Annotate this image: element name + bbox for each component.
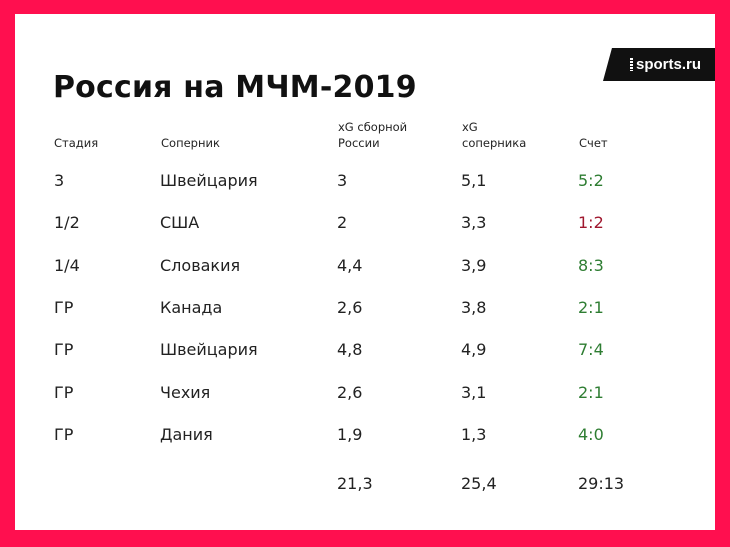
row-1-opponent: Швейцария xyxy=(160,171,258,190)
row-6-opponent: Чехия xyxy=(160,383,211,402)
row-5-xg-opponent: 4,9 xyxy=(461,340,487,359)
row-2-xg-opponent: 3,3 xyxy=(461,213,487,232)
row-4-opponent: Канада xyxy=(160,298,223,317)
row-5-opponent: Швейцария xyxy=(160,340,258,359)
row-2-xg-russia: 2 xyxy=(337,213,348,232)
row-6-stage: ГР xyxy=(54,383,74,402)
total-score: 29:13 xyxy=(578,474,625,493)
header-xg-opponent: xG соперника xyxy=(462,120,527,150)
row-6-xg-russia: 2,6 xyxy=(337,383,363,402)
logo-text: sports.ru xyxy=(635,56,701,73)
row-5-score: 7:4 xyxy=(578,340,604,359)
header-opponent: Соперник xyxy=(161,136,220,150)
row-1-score: 5:2 xyxy=(578,171,604,190)
row-5-stage: ГР xyxy=(54,340,74,359)
table-card: Россия на МЧМ-2019 sports.ru Стадия Сопе… xyxy=(15,14,715,530)
row-3-xg-opponent: 3,9 xyxy=(461,256,487,275)
row-4-stage: ГР xyxy=(54,298,74,317)
row-6-xg-opponent: 3,1 xyxy=(461,383,487,402)
header-score: Счет xyxy=(579,136,608,150)
row-3-xg-russia: 4,4 xyxy=(337,256,363,275)
row-3-score: 8:3 xyxy=(578,256,604,275)
sports-ru-logo: sports.ru xyxy=(603,48,715,81)
row-6-score: 2:1 xyxy=(578,383,604,402)
page-title: Россия на МЧМ-2019 xyxy=(53,70,417,105)
row-5-xg-russia: 4,8 xyxy=(337,340,363,359)
row-1-xg-russia: 3 xyxy=(337,171,348,190)
row-1-stage: 3 xyxy=(54,171,65,190)
row-2-stage: 1/2 xyxy=(54,213,80,232)
row-2-opponent: США xyxy=(160,213,200,232)
row-1-xg-opponent: 5,1 xyxy=(461,171,487,190)
row-7-score: 4:0 xyxy=(578,425,604,444)
row-4-xg-opponent: 3,8 xyxy=(461,298,487,317)
header-stage: Стадия xyxy=(54,136,99,150)
logo-bars-icon xyxy=(629,58,633,71)
total-xg-russia: 21,3 xyxy=(337,474,373,493)
total-xg-opponent: 25,4 xyxy=(461,474,497,493)
row-4-xg-russia: 2,6 xyxy=(337,298,363,317)
row-7-xg-russia: 1,9 xyxy=(337,425,363,444)
row-3-stage: 1/4 xyxy=(54,256,80,275)
row-2-score: 1:2 xyxy=(578,213,604,232)
header-xg-russia: xG сборной России xyxy=(338,120,408,150)
row-3-opponent: Словакия xyxy=(160,256,241,275)
row-4-score: 2:1 xyxy=(578,298,604,317)
row-7-stage: ГР xyxy=(54,425,74,444)
row-7-opponent: Дания xyxy=(160,425,213,444)
row-7-xg-opponent: 1,3 xyxy=(461,425,487,444)
